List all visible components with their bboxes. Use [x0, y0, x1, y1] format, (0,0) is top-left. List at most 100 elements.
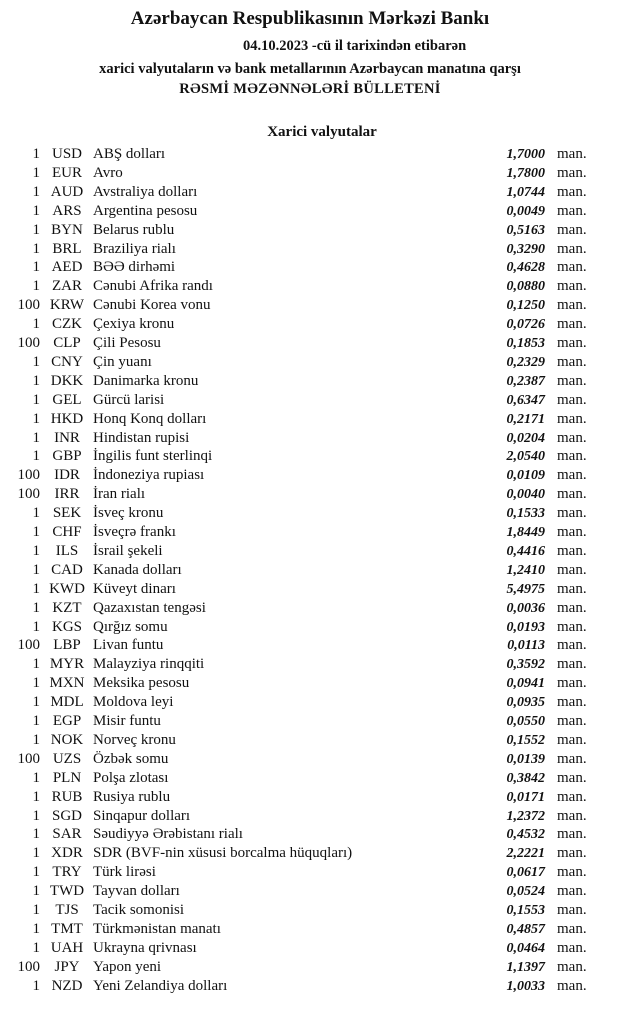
currency-name: Cənubi Korea vonu	[93, 297, 211, 314]
currency-name: Avstraliya dolları	[93, 183, 198, 200]
currency-code: DKK	[50, 372, 84, 389]
unit-label: man.	[557, 883, 587, 900]
rate-row: 1 NZD Yeni Zelandiya dolları 1,0033 man.	[0, 977, 620, 996]
nominal: 1	[32, 788, 41, 805]
unit-label: man.	[557, 845, 587, 862]
rate-row: 100 JPY Yapon yeni 1,1397 man.	[0, 958, 620, 977]
currency-code: SGD	[51, 807, 82, 824]
nominal: 100	[17, 335, 41, 351]
rate-row: 1 KGS Qırğız somu 0,0193 man.	[0, 618, 620, 637]
unit-label: man.	[557, 826, 587, 843]
currency-name: Tacik somonisi	[93, 902, 185, 918]
rate-value: 1,0744	[506, 184, 546, 200]
unit-label: man.	[557, 183, 587, 200]
rate-value: 0,0036	[506, 600, 546, 616]
unit-label: man.	[557, 297, 587, 314]
rate-row: 1 EUR Avro 1,7800 man.	[0, 164, 620, 183]
currency-name: Norveç kronu	[93, 731, 176, 748]
rate-row: 1 TMT Türkmənistan manatı 0,4857 man.	[0, 920, 620, 939]
currency-code: BRL	[52, 240, 82, 257]
rate-value: 0,0049	[506, 203, 546, 219]
rate-row: 100 KRW Cənubi Korea vonu 0,1250 man.	[0, 296, 620, 315]
rate-value: 2,2221	[506, 846, 546, 862]
currency-name: Livan funtu	[93, 637, 164, 654]
unit-label: man.	[557, 353, 587, 370]
nominal: 1	[32, 675, 41, 692]
currency-code: PLN	[52, 769, 82, 786]
unit-label: man.	[557, 920, 587, 937]
currency-name: Ukrayna qrivnası	[93, 939, 197, 956]
currency-code: ZAR	[52, 278, 82, 295]
nominal: 1	[32, 977, 41, 994]
unit-label: man.	[557, 372, 587, 389]
currency-name: Rusiya rublu	[93, 788, 171, 805]
unit-label: man.	[557, 580, 587, 597]
nominal: 1	[32, 448, 41, 465]
rate-row: 1 RUB Rusiya rublu 0,0171 man.	[0, 788, 620, 807]
currency-name: Tayvan dolları	[93, 883, 180, 900]
bank-title: Azərbaycan Respublikasının Mərkəzi Bankı	[130, 8, 490, 29]
nominal: 1	[32, 618, 41, 635]
currency-name: Hindistan rupisi	[93, 429, 190, 446]
unit-label: man.	[557, 542, 587, 559]
unit-label: man.	[557, 675, 587, 692]
unit-label: man.	[557, 864, 587, 881]
nominal: 1	[32, 183, 41, 200]
currency-code: UAH	[50, 939, 84, 956]
unit-label: man.	[557, 599, 587, 616]
currency-code: EGP	[52, 713, 82, 729]
unit-label: man.	[557, 524, 587, 540]
unit-label: man.	[557, 561, 587, 578]
rate-value: 0,0935	[506, 695, 546, 711]
currency-name: Meksika pesosu	[93, 675, 190, 692]
currency-name: İsrail şekeli	[93, 542, 163, 559]
currency-name: Səudiyyə Ərəbistanı rialı	[93, 826, 243, 843]
rate-value: 1,1397	[506, 959, 546, 975]
nominal: 1	[32, 391, 41, 408]
currency-code: KRW	[49, 297, 85, 314]
currency-name: ABŞ dolları	[93, 146, 166, 162]
rate-value: 0,0524	[506, 884, 546, 900]
nominal: 1	[32, 429, 41, 446]
nominal: 1	[32, 864, 41, 881]
rate-row: 1 XDR SDR (BVF-nin xüsusi borcalma hüquqla…	[0, 844, 620, 863]
unit-label: man.	[557, 146, 587, 162]
unit-label: man.	[557, 788, 587, 805]
currency-name: Kanada dolları	[93, 561, 182, 578]
rate-row: 100 LBP Livan funtu 0,0113 man.	[0, 636, 620, 655]
rate-value: 0,1853	[506, 336, 546, 351]
rate-value: 0,3842	[506, 770, 546, 786]
rate-value: 0,0204	[506, 430, 546, 446]
rate-row: 100 CLP Çili Pesosu 0,1853 man.	[0, 334, 620, 353]
rate-row: 1 ZAR Cənubi Afrika randı 0,0880 man.	[0, 277, 620, 296]
unit-label: man.	[557, 977, 587, 994]
rate-row: 1 MXN Meksika pesosu 0,0941 man.	[0, 674, 620, 693]
currency-code: SAR	[52, 826, 82, 843]
unit-label: man.	[557, 637, 587, 654]
currency-name: İran rialı	[93, 486, 146, 503]
rate-row: 1 INR Hindistan rupisi 0,0204 man.	[0, 429, 620, 448]
unit-label: man.	[557, 939, 587, 956]
currency-name: Argentina pesosu	[93, 202, 198, 219]
currency-name: Avro	[93, 164, 123, 181]
currency-code: CLP	[53, 335, 81, 351]
currency-code: NZD	[51, 977, 83, 994]
currency-name: İsveç kronu	[93, 505, 164, 522]
currency-name: Gürcü larisi	[93, 391, 165, 408]
rate-row: 1 CHF İsveçrə frankı 1,8449 man.	[0, 523, 620, 542]
currency-name: Danimarka kronu	[93, 372, 199, 389]
rate-row: 1 GEL Gürcü larisi 0,6347 man.	[0, 391, 620, 410]
rate-row: 1 HKD Honq Konq dolları 0,2171 man.	[0, 410, 620, 429]
rate-value: 1,7000	[506, 147, 546, 162]
currency-code: KZT	[52, 599, 82, 616]
rate-row: 1 SGD Sinqapur dolları 1,2372 man.	[0, 807, 620, 826]
nominal: 100	[17, 467, 41, 484]
unit-label: man.	[557, 335, 587, 351]
nominal: 100	[17, 297, 41, 314]
unit-label: man.	[557, 240, 587, 257]
nominal: 1	[32, 807, 41, 824]
currency-code: TRY	[52, 864, 82, 881]
rate-value: 0,1250	[506, 298, 546, 314]
unit-label: man.	[557, 448, 587, 465]
currency-code: MXN	[49, 675, 85, 692]
